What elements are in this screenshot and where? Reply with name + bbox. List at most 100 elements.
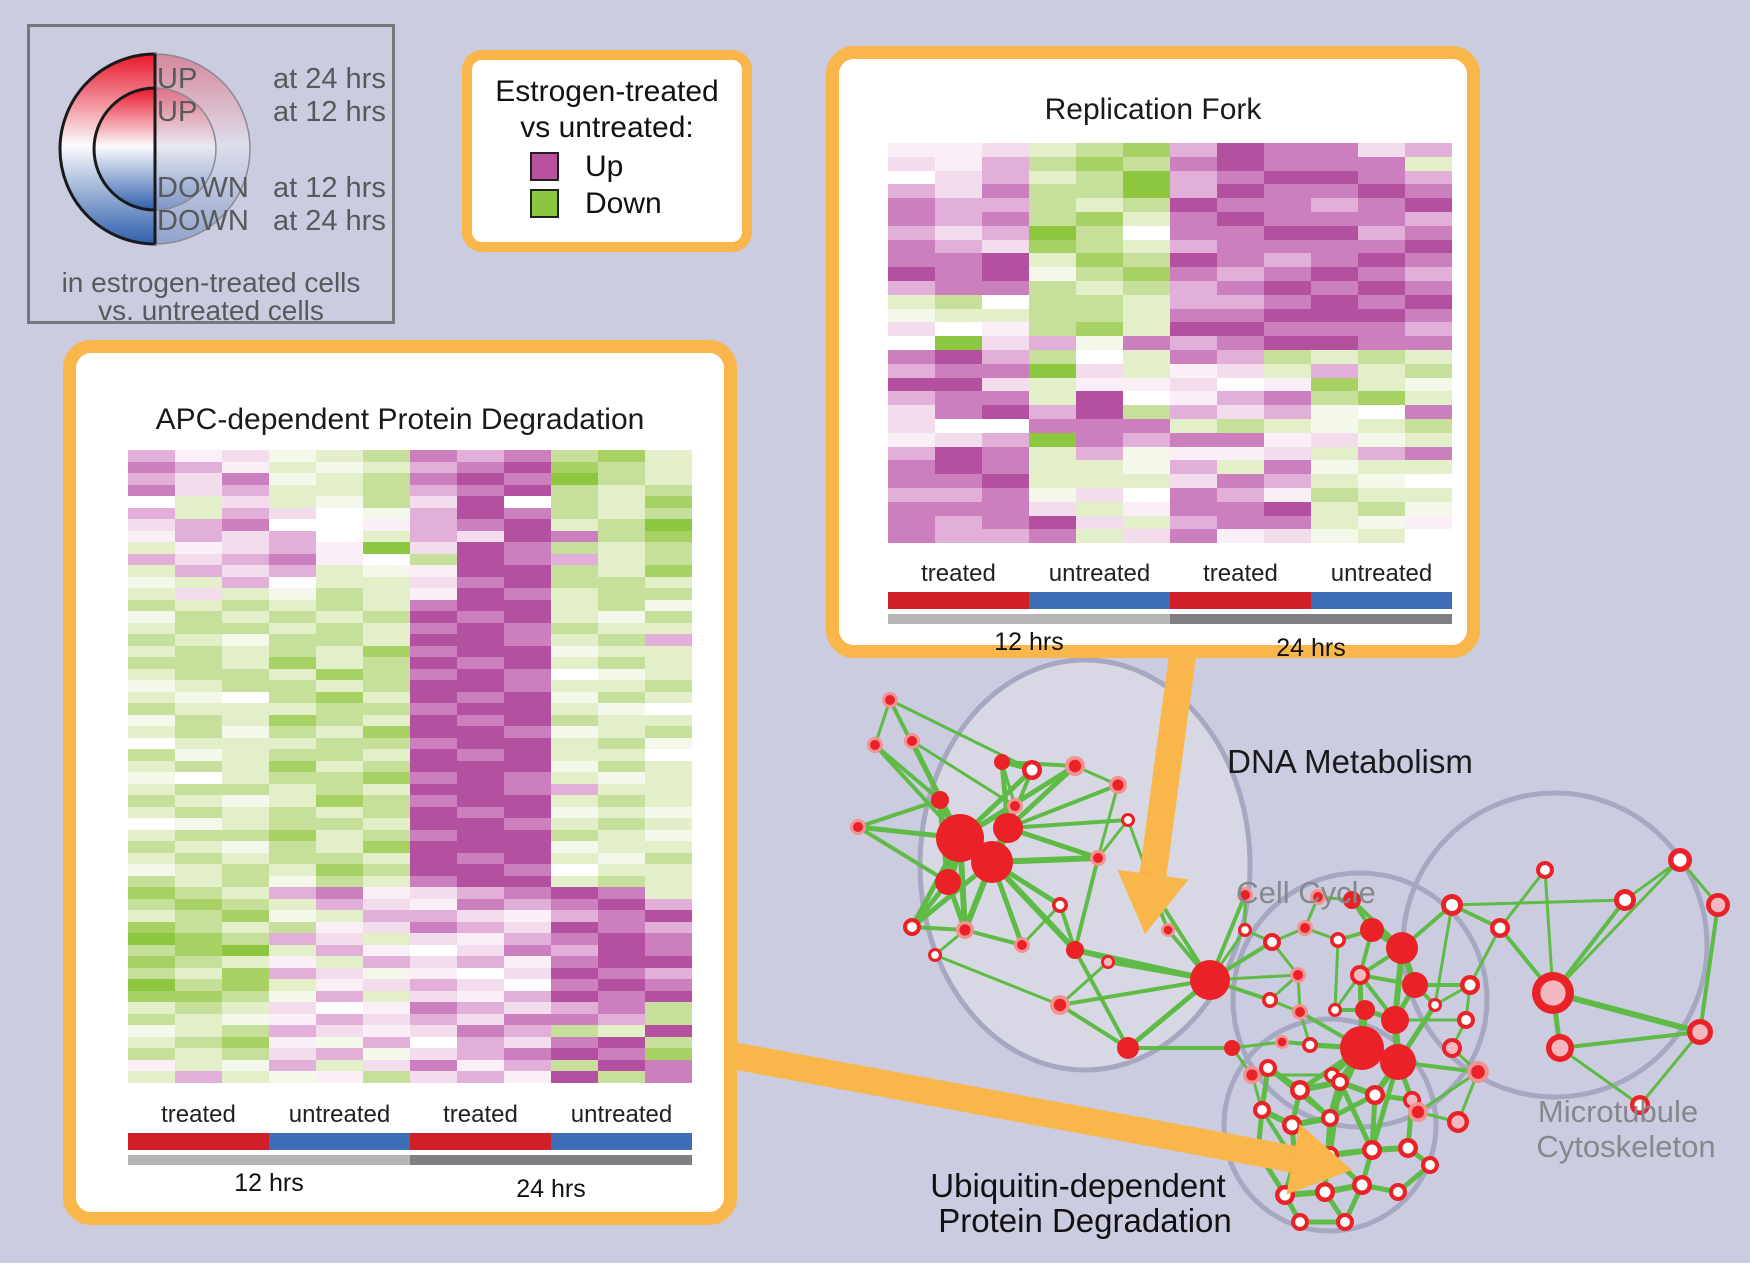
heatmap-cell	[1029, 143, 1076, 157]
heatmap-cell	[1170, 239, 1217, 254]
heatmap-cell	[222, 979, 269, 991]
scale-time-label: at 12 hrs	[273, 172, 386, 204]
heatmap-row	[128, 1013, 692, 1025]
heatmap-row	[128, 576, 692, 588]
heatmap-cell	[269, 691, 316, 703]
heatmap-cell	[888, 143, 935, 157]
heatmap-cell	[598, 519, 645, 531]
heatmap-cell	[645, 956, 692, 968]
heatmap-cell	[888, 225, 935, 240]
scale-legend-box: UP at 24 hrs UP at 12 hrs DOWN at 12 hrs DOWN a…	[27, 24, 395, 326]
heatmap-cell	[363, 622, 410, 634]
heatmap-cell	[888, 460, 935, 475]
heatmap-cell	[269, 565, 316, 577]
heatmap-row	[128, 910, 692, 922]
heatmap-cell	[1358, 156, 1405, 171]
heatmap-cell	[316, 461, 363, 473]
heatmap-cell	[128, 772, 175, 784]
heatmap-cell	[598, 1048, 645, 1060]
heatmap-cell	[410, 806, 457, 818]
heatmap-cell	[1076, 211, 1123, 226]
network-node-core	[1335, 1077, 1345, 1087]
heatmap-cell	[1358, 391, 1405, 406]
heatmap-cell	[982, 267, 1029, 281]
heatmap-cell	[363, 967, 410, 979]
heatmap-cell	[222, 680, 269, 692]
network-node-core	[1425, 1160, 1435, 1170]
heatmap-cell	[269, 864, 316, 876]
heatmap-row	[128, 772, 692, 784]
heatmap-cell	[1358, 239, 1405, 254]
heatmap-cell	[598, 703, 645, 715]
heatmap-cell	[363, 841, 410, 853]
network-node-core	[1305, 1040, 1315, 1050]
network-node-core	[1461, 1015, 1471, 1025]
heatmap-cell	[1217, 184, 1264, 199]
scale-direction-label: DOWN	[157, 172, 249, 204]
heatmap-cell	[504, 484, 551, 496]
heatmap-cell	[222, 507, 269, 519]
heatmap-cell	[1405, 225, 1452, 240]
heatmap-cell	[982, 143, 1029, 157]
heatmap-cell	[1123, 446, 1170, 461]
heatmap-cell	[175, 898, 222, 910]
heatmap-cell	[1029, 529, 1076, 544]
heatmap-cell	[504, 588, 551, 600]
heatmap-cell	[551, 875, 598, 887]
heatmap-cell	[410, 875, 457, 887]
heatmap-cell	[175, 772, 222, 784]
heatmap-cell	[1029, 198, 1076, 212]
heatmap-cell	[175, 634, 222, 646]
heatmap-cell	[1123, 474, 1170, 488]
heatmap-cell	[457, 783, 504, 795]
heatmap-cell	[363, 1002, 410, 1014]
heatmap-cell	[1405, 211, 1452, 226]
network-node-core	[853, 822, 863, 832]
heatmap-cell	[175, 496, 222, 508]
heatmap-cell	[1217, 446, 1264, 461]
heatmap-cell	[175, 726, 222, 738]
heatmap-row	[128, 760, 692, 772]
heatmap-cell	[222, 921, 269, 933]
heatmap-cell	[645, 542, 692, 554]
heatmap-cell	[551, 898, 598, 910]
concentric-circles-icon	[58, 52, 251, 246]
heatmap-cell	[457, 553, 504, 565]
heatmap-cell	[363, 956, 410, 968]
heatmap-cell	[363, 795, 410, 807]
heatmap-cell	[457, 726, 504, 738]
heatmap-cell	[645, 979, 692, 991]
heatmap-cell	[457, 921, 504, 933]
heatmap-cell	[269, 921, 316, 933]
heatmap-cell	[1076, 225, 1123, 240]
heatmap-cell	[457, 680, 504, 692]
heatmap-row	[888, 515, 1452, 530]
cluster-label-cell-cycle: Cell Cycle	[1236, 875, 1376, 910]
network-edge	[1231, 1040, 1283, 1050]
network-edge	[1337, 1080, 1375, 1152]
heatmap-cell	[128, 542, 175, 554]
network-node-core	[1293, 970, 1303, 980]
heatmap-cell	[1029, 446, 1076, 461]
heatmap-row	[888, 225, 1452, 240]
time-color-bar	[128, 1155, 692, 1165]
heatmap-cell	[316, 484, 363, 496]
network-node	[1343, 891, 1361, 909]
heatmap-cell	[504, 749, 551, 761]
heatmap-cell	[1311, 294, 1358, 309]
heatmap-row	[888, 280, 1452, 295]
heatmap-cell	[457, 1059, 504, 1071]
heatmap-cell	[1217, 391, 1264, 406]
heatmap-cell	[222, 852, 269, 864]
cluster-label-dna-metabolism: DNA Metabolism	[1227, 743, 1473, 780]
heatmap-cell	[175, 864, 222, 876]
heatmap-cell	[363, 576, 410, 588]
heatmap-cell	[1076, 156, 1123, 171]
heatmap-cell	[1405, 156, 1452, 171]
heatmap-cell	[551, 933, 598, 945]
heatmap-cell	[1029, 322, 1076, 337]
heatmap-cell	[1405, 336, 1452, 350]
network-edge	[857, 798, 941, 829]
heatmap-cell	[645, 680, 692, 692]
heatmap-cell	[504, 841, 551, 853]
